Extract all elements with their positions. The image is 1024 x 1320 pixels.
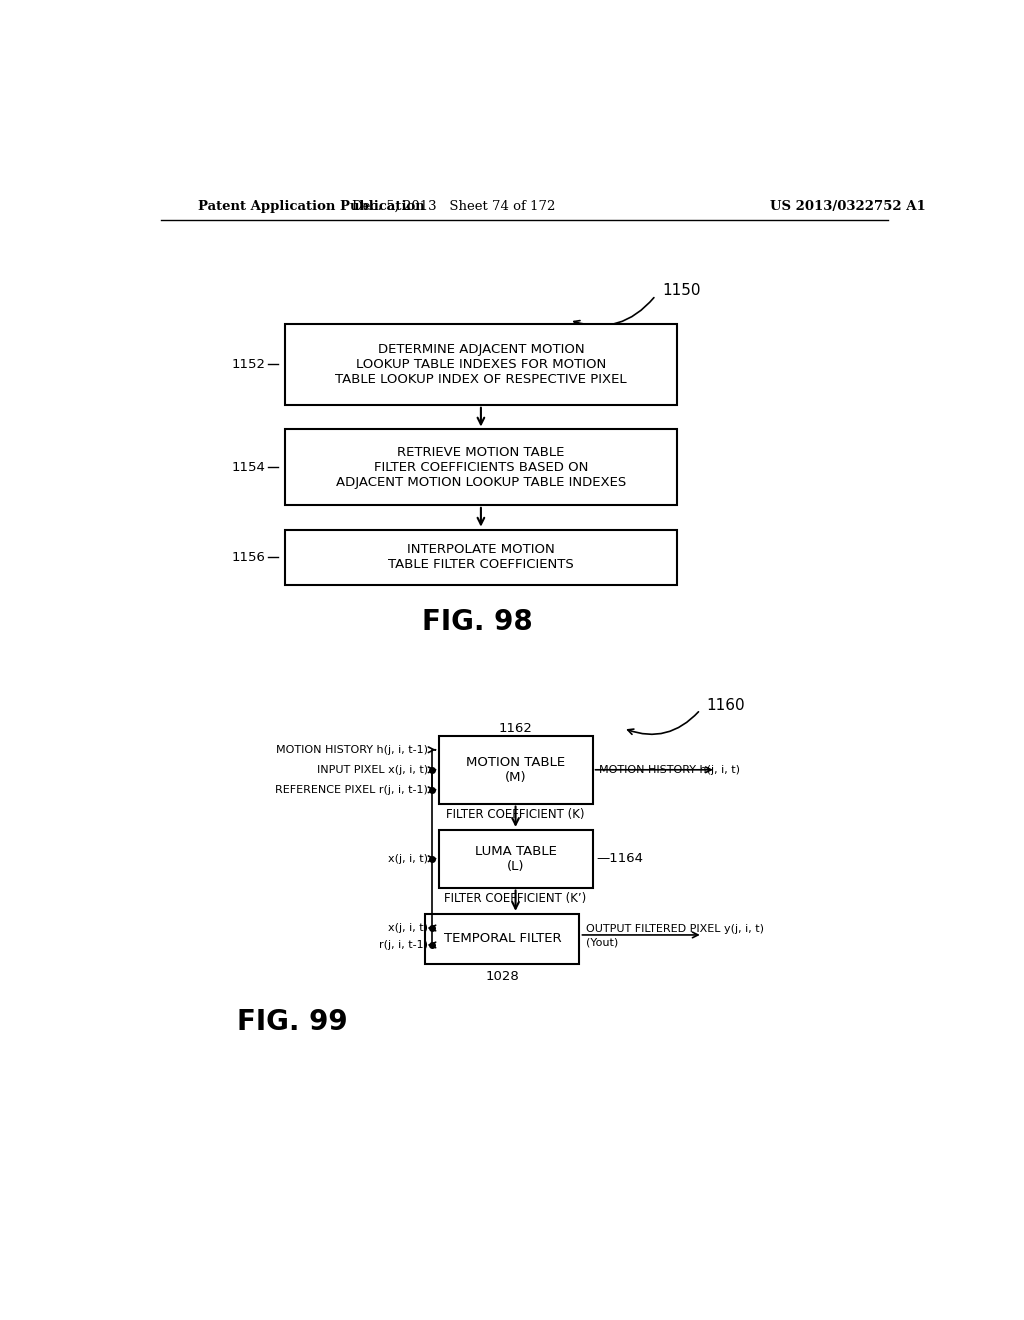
Text: 1156: 1156 (231, 550, 265, 564)
Text: INTERPOLATE MOTION
TABLE FILTER COEFFICIENTS: INTERPOLATE MOTION TABLE FILTER COEFFICI… (388, 544, 573, 572)
Text: x(j, i, t): x(j, i, t) (388, 854, 428, 863)
Text: 1152: 1152 (231, 358, 265, 371)
Text: (Yout): (Yout) (586, 937, 617, 948)
Text: 1154: 1154 (231, 461, 265, 474)
FancyArrowPatch shape (573, 297, 654, 326)
Text: US 2013/0322752 A1: US 2013/0322752 A1 (770, 199, 926, 213)
Text: LUMA TABLE
(L): LUMA TABLE (L) (474, 845, 556, 873)
Text: 1162: 1162 (499, 722, 532, 735)
Text: MOTION HISTORY h(j, i, t): MOTION HISTORY h(j, i, t) (599, 764, 739, 775)
Text: RETRIEVE MOTION TABLE
FILTER COEFFICIENTS BASED ON
ADJACENT MOTION LOOKUP TABLE : RETRIEVE MOTION TABLE FILTER COEFFICIENT… (336, 446, 626, 488)
Text: Dec. 5, 2013   Sheet 74 of 172: Dec. 5, 2013 Sheet 74 of 172 (352, 199, 556, 213)
Text: 1150: 1150 (662, 284, 700, 298)
Text: INPUT PIXEL x(j, i, t): INPUT PIXEL x(j, i, t) (316, 764, 428, 775)
Text: FIG. 98: FIG. 98 (422, 609, 532, 636)
Text: OUTPUT FILTERED PIXEL y(j, i, t): OUTPUT FILTERED PIXEL y(j, i, t) (586, 924, 764, 933)
Text: Patent Application Publication: Patent Application Publication (199, 199, 425, 213)
Text: 1028: 1028 (485, 970, 519, 982)
Text: DETERMINE ADJACENT MOTION
LOOKUP TABLE INDEXES FOR MOTION
TABLE LOOKUP INDEX OF : DETERMINE ADJACENT MOTION LOOKUP TABLE I… (335, 343, 627, 385)
Bar (438, 830, 593, 887)
Text: REFERENCE PIXEL r(j, i, t-1): REFERENCE PIXEL r(j, i, t-1) (274, 785, 428, 795)
Text: 1160: 1160 (707, 697, 745, 713)
Bar (438, 737, 593, 804)
Text: TEMPORAL FILTER: TEMPORAL FILTER (443, 932, 561, 945)
Text: MOTION TABLE
(M): MOTION TABLE (M) (466, 756, 565, 784)
Bar (285, 529, 677, 585)
Bar (285, 429, 677, 506)
Text: —1164: —1164 (596, 853, 643, 865)
Text: r(j, i, t-1): r(j, i, t-1) (379, 940, 428, 950)
Text: FILTER COEFFICIENT (K): FILTER COEFFICIENT (K) (446, 808, 585, 821)
Text: MOTION HISTORY h(j, i, t-1): MOTION HISTORY h(j, i, t-1) (275, 744, 428, 755)
Text: FIG. 99: FIG. 99 (237, 1007, 347, 1036)
Bar (425, 913, 580, 964)
Text: x(j, i, t): x(j, i, t) (388, 923, 428, 933)
FancyArrowPatch shape (628, 711, 698, 734)
Bar (285, 323, 677, 405)
Text: FILTER COEFFICIENT (K’): FILTER COEFFICIENT (K’) (444, 892, 587, 906)
